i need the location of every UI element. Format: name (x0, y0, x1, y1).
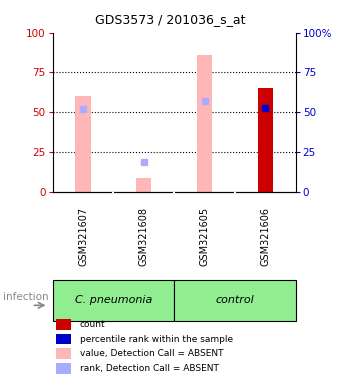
Bar (174, 280, 296, 321)
Bar (136, 178, 151, 192)
Text: count: count (80, 320, 105, 329)
Bar (75, 96, 91, 192)
Text: GSM321608: GSM321608 (139, 207, 149, 266)
Bar (53, 280, 174, 321)
Text: rank, Detection Call = ABSENT: rank, Detection Call = ABSENT (80, 364, 219, 373)
Text: percentile rank within the sample: percentile rank within the sample (80, 334, 233, 344)
Text: C. pneumonia: C. pneumonia (75, 295, 152, 306)
Bar (197, 55, 212, 192)
Text: value, Detection Call = ABSENT: value, Detection Call = ABSENT (80, 349, 223, 358)
Text: GSM321606: GSM321606 (260, 207, 270, 266)
Text: GSM321605: GSM321605 (200, 207, 210, 266)
Bar (258, 88, 273, 192)
Text: GDS3573 / 201036_s_at: GDS3573 / 201036_s_at (95, 13, 245, 26)
Text: infection: infection (3, 291, 49, 302)
Text: control: control (216, 295, 254, 306)
Text: GSM321607: GSM321607 (78, 207, 88, 266)
